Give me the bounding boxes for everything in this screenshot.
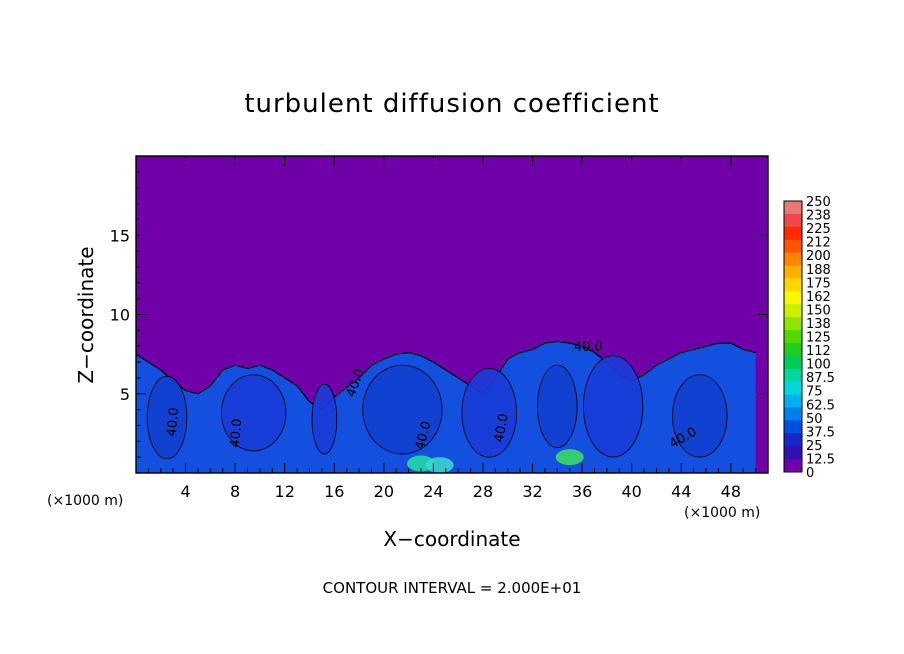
colorbar-swatch [784,304,802,318]
colorbar-label: 0 [806,466,814,481]
x-tick-label: 28 [473,482,493,501]
colorbar-label: 175 [806,276,831,291]
z-axis-ticks: 5 10 15 [110,171,768,458]
colorbar-swatch [784,355,802,370]
contour-label: 40.0 [413,420,435,452]
colorbar-label: 162 [806,290,831,305]
colorbar-label: 12.5 [806,452,835,467]
colorbar-label: 37.5 [806,425,835,440]
colorbar-swatch [784,446,802,460]
colorbar-label: 100 [806,358,831,373]
colorbar-swatch [784,201,802,215]
eddy-contour [537,364,578,449]
colorbar-frame [783,200,803,473]
x-tick-label: 44 [671,482,691,501]
z-tick-label: 15 [110,226,130,245]
colorbar-swatch [784,407,802,421]
eddy-contour [362,364,443,455]
colorbar-swatch [784,226,802,241]
x-tick-label: 12 [275,482,295,501]
colorbar-swatch [784,291,802,305]
colorbar-label: 112 [806,344,831,359]
eddy-contour [582,355,644,458]
colorbar-label: 188 [806,263,831,278]
high-value-plume [425,457,454,473]
x-tick-label: 4 [180,482,190,501]
colorbar-label: 200 [806,249,831,264]
z-tick-label: 10 [110,306,130,325]
colorbar-label: 75 [806,385,823,400]
contour-label: 40.0 [574,340,603,355]
x-tick-label: 32 [522,482,542,501]
colorbar-label: 138 [806,317,831,332]
colorbar-label: 125 [806,331,831,346]
chart-title: turbulent diffusion coefficient [244,89,659,119]
colorbar-swatch [784,239,802,254]
colorbar-label: 50 [806,412,823,427]
x-axis-ticks: 4 8 12 16 20 24 28 32 36 40 44 48 [147,156,757,501]
colorbar-swatch [784,317,802,331]
contour-label: 40.0 [492,412,512,443]
eddy-contour [461,367,517,458]
colorbar-swatch [784,459,802,473]
colorbar-swatch [784,420,802,434]
colorbar-swatch [784,252,802,266]
x-tick-label: 48 [721,482,741,501]
colorbar-label: 87.5 [806,371,835,386]
colorbar-label: 238 [806,209,831,224]
colorbar-swatch [784,213,802,228]
eddy-contour [311,383,338,455]
eddy-contours [146,355,728,473]
colorbar-label: 212 [806,236,831,251]
colorbar-swatch [784,343,802,357]
colorbar: 2502382252122001881751621501381251121008… [783,195,835,481]
x-tick-label: 40 [622,482,642,501]
x-tick-label: 16 [324,482,344,501]
x-unit-label-left: (×1000 m) [47,493,123,509]
contour-label: 40.0 [165,407,182,437]
colorbar-swatch [784,433,802,447]
plot-area: 40.0 40.040.040.0 40.040.040.0 [136,156,768,473]
z-tick-label: 5 [120,385,130,404]
colorbar-label: 25 [806,439,823,454]
contour-label: 40.0 [228,418,245,448]
y-axis-label: Z−coordinate [74,246,98,383]
colorbar-swatch [784,265,802,279]
eddy-contour [221,374,287,452]
colorbar-swatch [784,368,802,383]
colorbar-label: 250 [806,195,831,210]
x-tick-label: 24 [423,482,443,501]
contour-interval-note: CONTOUR INTERVAL = 2.000E+01 [323,579,582,597]
colorbar-swatch [784,278,802,292]
colorbar-swatch [784,330,802,344]
high-value-plume [555,449,584,466]
x-tick-label: 36 [572,482,592,501]
eddy-contour [672,374,728,458]
colorbar-swatch [784,381,802,396]
x-unit-label-right: (×1000 m) [684,505,760,521]
colorbar-label: 225 [806,222,831,237]
colorbar-label: 62.5 [806,398,835,413]
colorbar-label: 150 [806,303,831,318]
x-tick-label: 8 [230,482,240,501]
x-tick-label: 20 [374,482,394,501]
eddy-contour [146,375,188,460]
x-axis-label: X−coordinate [383,527,520,551]
colorbar-swatch [784,394,802,408]
turbulent-layer-contour [136,340,756,411]
